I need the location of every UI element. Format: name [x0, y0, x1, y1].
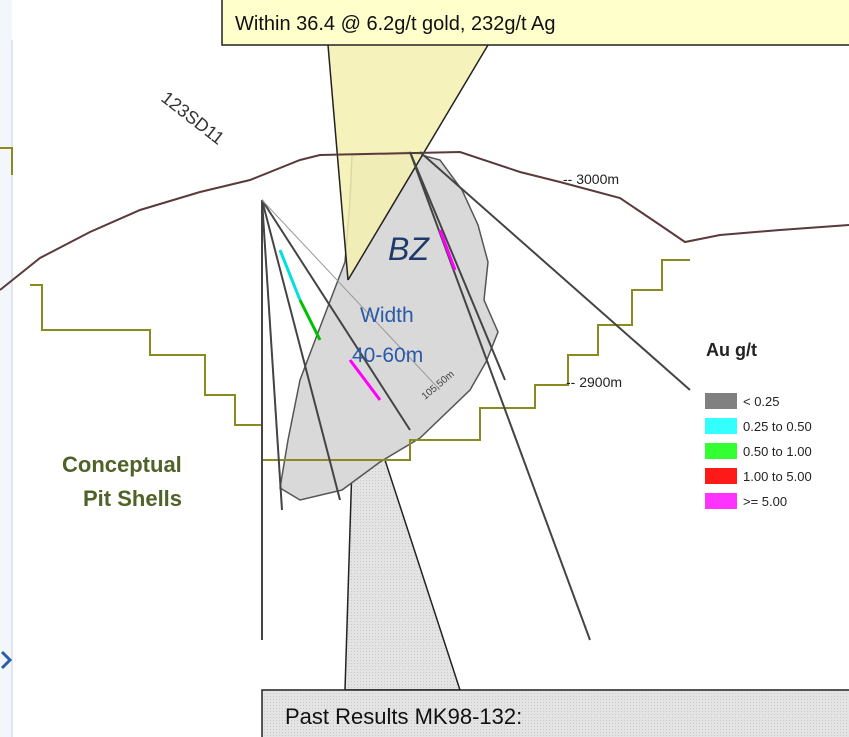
legend-title: Au g/t — [706, 340, 757, 360]
legend-swatch — [705, 393, 737, 409]
legend-label: 1.00 to 5.00 — [743, 469, 812, 484]
legend-swatch — [705, 418, 737, 434]
legend-label: < 0.25 — [743, 394, 780, 409]
legend-swatch — [705, 468, 737, 484]
legend-swatch — [705, 443, 737, 459]
elevation-label: -- 3000m — [563, 171, 619, 187]
zone-label: BZ — [388, 231, 430, 267]
pit-label: Conceptual — [62, 452, 182, 477]
width-label: Width — [360, 304, 414, 327]
assay — [300, 300, 320, 340]
legend-swatch — [705, 493, 737, 509]
width-value: 40-60m — [352, 344, 423, 367]
legend-label: >= 5.00 — [743, 494, 787, 509]
legend-label: 0.25 to 0.50 — [743, 419, 812, 434]
assay — [280, 250, 300, 300]
cross-section: Within 36.4 @ 6.2g/t gold, 232g/t Ag Pas… — [0, 0, 849, 737]
elevation-label: -- 2900m — [566, 374, 622, 390]
drill-hole-label: 123SD11 — [158, 87, 228, 148]
side-panel — [0, 0, 12, 737]
callout-text: Within 36.4 @ 6.2g/t gold, 232g/t Ag — [235, 13, 556, 35]
pit-label: Pit Shells — [83, 486, 182, 511]
legend-label: 0.50 to 1.00 — [743, 444, 812, 459]
drill-hole — [262, 200, 282, 510]
legend: Au g/t < 0.25 0.25 to 0.50 0.50 to 1.00 … — [705, 340, 812, 509]
callout-text: Past Results MK98-132: — [285, 704, 522, 729]
